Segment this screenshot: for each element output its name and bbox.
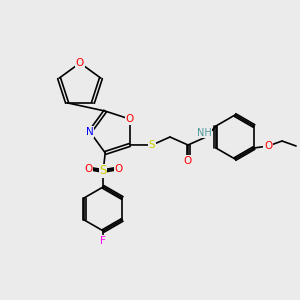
Text: F: F: [100, 236, 106, 246]
Text: O: O: [126, 114, 134, 124]
Text: NH: NH: [196, 128, 211, 138]
Text: O: O: [184, 156, 192, 166]
Text: O: O: [114, 164, 122, 174]
Text: O: O: [76, 58, 84, 68]
Text: S: S: [100, 164, 107, 177]
Text: O: O: [84, 164, 92, 174]
Text: O: O: [264, 141, 272, 151]
Text: S: S: [149, 140, 155, 150]
Text: N: N: [86, 127, 94, 137]
